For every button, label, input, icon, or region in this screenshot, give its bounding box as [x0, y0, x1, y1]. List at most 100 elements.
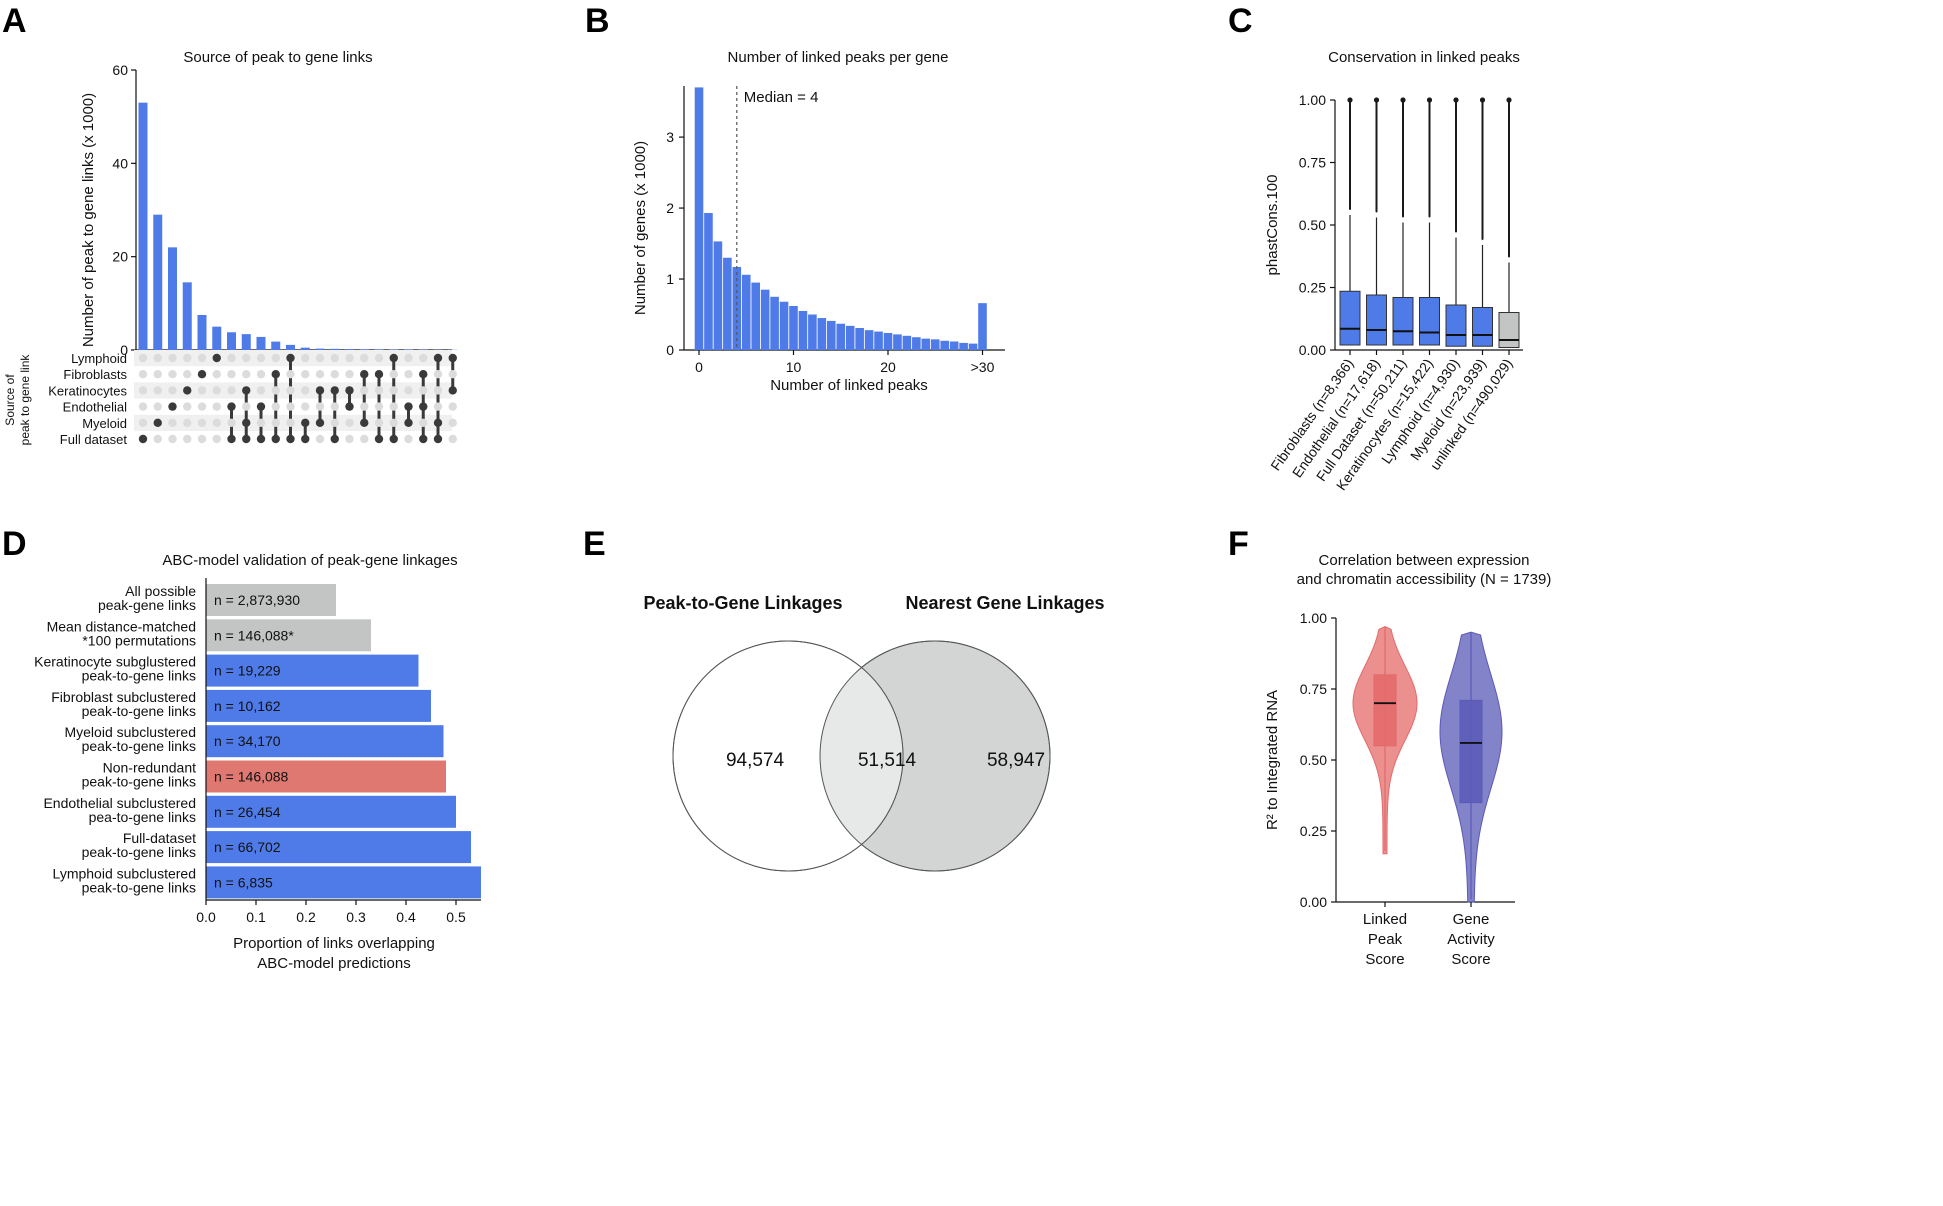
- panel-a-dot-inactive: [256, 353, 266, 363]
- panel-a-dot-inactive: [271, 353, 280, 363]
- panel-a-dot-active: [419, 370, 428, 379]
- panel-a-dot-active: [153, 418, 162, 427]
- panel-a-dot-inactive: [301, 370, 310, 379]
- panel-c-outlier-cap: [1479, 97, 1486, 103]
- panel-a-dot-inactive: [315, 370, 325, 379]
- panel-e-overlap-count: 51,514: [858, 750, 917, 771]
- panel-d-bar-label: n = 34,170: [214, 733, 281, 749]
- panel-d-bar-label: n = 26,454: [214, 804, 281, 820]
- panel-a-dot-inactive: [138, 386, 148, 395]
- panel-d-category-line2: peak-to-gene links: [82, 844, 196, 860]
- panel-a-dot-active: [168, 402, 177, 411]
- panel-a-dot-inactive: [197, 434, 207, 444]
- panel-c-title: Conservation in linked peaks: [1328, 49, 1520, 66]
- panel-a-dot-active: [183, 386, 192, 395]
- panel-b-bar: [978, 303, 987, 350]
- panel-f-violin: Correlation between expression and chroma…: [1264, 552, 1551, 968]
- panel-c-y-label: phastCons.100: [1264, 175, 1281, 276]
- panel-d-bar-label: n = 146,088*: [214, 627, 294, 643]
- panel-d-bar: [206, 866, 481, 899]
- panel-a-dot-inactive: [389, 370, 398, 379]
- panel-f-y-tick-label: 0.00: [1300, 894, 1327, 910]
- panel-a-dot-inactive: [433, 386, 443, 395]
- panel-a-bar: [168, 247, 177, 350]
- panel-d-bar: [206, 725, 444, 758]
- panel-a-dot-inactive: [448, 402, 457, 411]
- panel-b-y-tick-label: 0: [666, 342, 674, 358]
- panel-a-set-label: Keratinocytes: [48, 383, 127, 398]
- panel-a-dot-inactive: [153, 402, 162, 411]
- panel-c-outliers: [1428, 100, 1431, 218]
- panel-b-y-tick-label: 2: [666, 200, 674, 216]
- panel-c-outliers: [1508, 100, 1510, 258]
- panel-c-box: [1339, 290, 1361, 346]
- panel-a-dot-inactive: [374, 418, 384, 427]
- panel-a-dot-active: [389, 353, 398, 363]
- panel-a-dot-inactive: [153, 370, 162, 379]
- panel-d-x-label-line2: ABC-model predictions: [257, 955, 410, 972]
- panel-a-dot-active: [330, 386, 339, 395]
- panel-a-bar: [182, 282, 192, 350]
- panel-a-dot-inactive: [448, 418, 457, 427]
- panel-a-dot-active: [448, 353, 457, 363]
- panel-c-y-tick-label: 0.00: [1299, 342, 1326, 358]
- panel-b-bar: [930, 339, 940, 350]
- figure: A B C D E F Source of peak to gene links…: [2, 2, 1551, 972]
- panel-b-bar: [855, 328, 864, 350]
- panel-d-category-line1: Full-dataset: [123, 830, 196, 846]
- panel-a-dot-active: [301, 418, 310, 427]
- panel-d-bar-label: n = 10,162: [214, 698, 281, 714]
- panel-a-matrix-label-line1: Source of: [3, 374, 17, 426]
- panel-d-x-tick-label: 0.3: [346, 909, 366, 925]
- panel-a-dot-active: [138, 434, 148, 444]
- panel-a-bar: [212, 326, 222, 350]
- panel-a-bar: [330, 348, 340, 350]
- panel-b-bar: [760, 289, 770, 350]
- panel-a-dot-active: [242, 418, 251, 427]
- panel-d-bar: [206, 831, 471, 864]
- panel-a-dot-inactive: [286, 370, 295, 379]
- panel-a-dot-inactive: [374, 353, 384, 363]
- panel-d-bar-label: n = 146,088: [214, 769, 289, 785]
- panel-d-x-tick-label: 0.5: [446, 909, 466, 925]
- panel-f-y-label: R² to Integrated RNA: [1264, 690, 1281, 830]
- panel-a-y-tick-label: 20: [112, 249, 128, 265]
- panel-b-bar: [845, 325, 855, 350]
- panel-a-bar: [286, 344, 295, 350]
- panel-a-dot-inactive: [360, 402, 369, 411]
- panel-a-dot-active: [360, 418, 369, 427]
- panel-a-dot-inactive: [271, 386, 280, 395]
- panel-b-bar: [864, 330, 874, 350]
- panel-a-bar: [153, 214, 163, 350]
- panel-d-horizontal-bars: ABC-model validation of peak-gene linkag…: [34, 552, 481, 972]
- panel-e-left-count: 94,574: [726, 750, 785, 771]
- panel-a-dot-inactive: [315, 434, 325, 444]
- panel-a-set-label: Endothelial: [63, 400, 127, 415]
- panel-d-x-tick-label: 0.4: [396, 909, 416, 925]
- panel-a-dot-inactive: [315, 402, 325, 411]
- panel-a-dot-inactive: [286, 418, 295, 427]
- panel-a-y-tick-label: 60: [112, 62, 128, 78]
- panel-e-left-outline: [672, 640, 904, 872]
- panel-b-bar: [959, 342, 968, 350]
- panel-a-dot-active: [301, 434, 310, 444]
- panel-a-dot-inactive: [256, 370, 266, 379]
- panel-c-box: [1419, 297, 1440, 346]
- panel-a-dot-inactive: [197, 353, 207, 363]
- panel-b-bar: [770, 296, 779, 350]
- panel-c-y-tick-label: 0.25: [1299, 280, 1326, 296]
- panel-a-matrix-label-line2: peak to gene link: [18, 354, 32, 446]
- panel-d-category-line1: Non-redundant: [103, 760, 197, 776]
- panel-c-outliers: [1455, 100, 1457, 233]
- panel-c-box: [1445, 304, 1467, 347]
- panel-b-bar: [827, 320, 836, 350]
- panel-a-dot-inactive: [138, 418, 148, 427]
- panel-c-outlier-cap: [1373, 97, 1380, 103]
- panel-a-dot-active: [360, 370, 369, 379]
- panel-b-x-tick-label: 20: [880, 359, 896, 375]
- panel-a-dot-inactive: [256, 418, 266, 427]
- panel-a-dot-inactive: [271, 402, 280, 411]
- panel-a-dot-inactive: [212, 418, 221, 427]
- panel-letter-a: A: [2, 2, 27, 40]
- panel-a-dot-inactive: [256, 386, 266, 395]
